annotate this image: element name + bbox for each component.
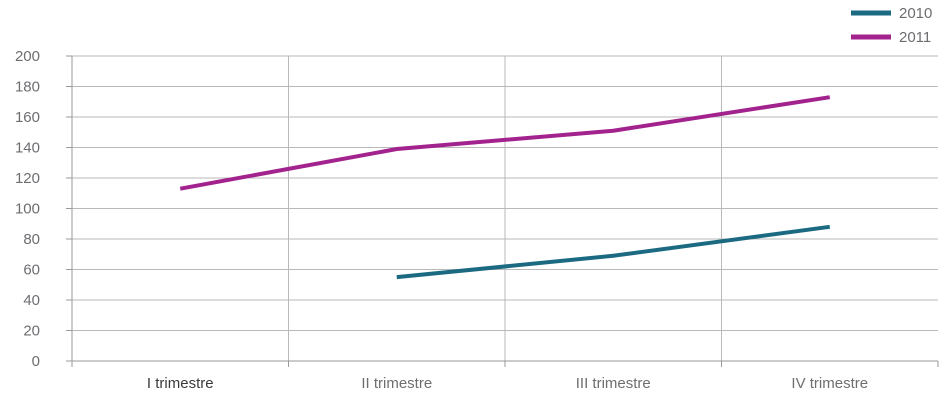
y-tick-label: 140 (15, 140, 40, 157)
x-tick-label: IV trimestre (791, 375, 868, 392)
x-tick-label: II trimestre (361, 375, 432, 392)
y-tick-label: 100 (15, 201, 40, 218)
y-tick-label: 40 (23, 292, 40, 309)
x-tick-label: I trimestre (147, 375, 214, 392)
axes: 0 20 40 60 80 100 120 140 160 180 200 I trimestre II… (15, 48, 939, 392)
y-tick-label: 160 (15, 109, 40, 126)
y-tick-label: 120 (15, 170, 40, 187)
y-tick-label: 200 (15, 48, 40, 65)
y-tick-label: 60 (23, 262, 40, 279)
y-tick-label: 80 (23, 231, 40, 248)
y-tick-label: 20 (23, 323, 40, 340)
y-tick-label: 180 (15, 79, 40, 96)
series-group (179, 95, 831, 280)
legend-label: 2011 (899, 29, 931, 46)
series-line-2010 (396, 224, 831, 280)
series-line-2011 (179, 95, 831, 191)
legend: 2010 2011 (851, 5, 932, 46)
y-tick-label: 0 (32, 353, 40, 370)
legend-label: 2010 (899, 5, 932, 22)
grid (72, 55, 938, 361)
x-tick-label: III trimestre (576, 375, 651, 392)
